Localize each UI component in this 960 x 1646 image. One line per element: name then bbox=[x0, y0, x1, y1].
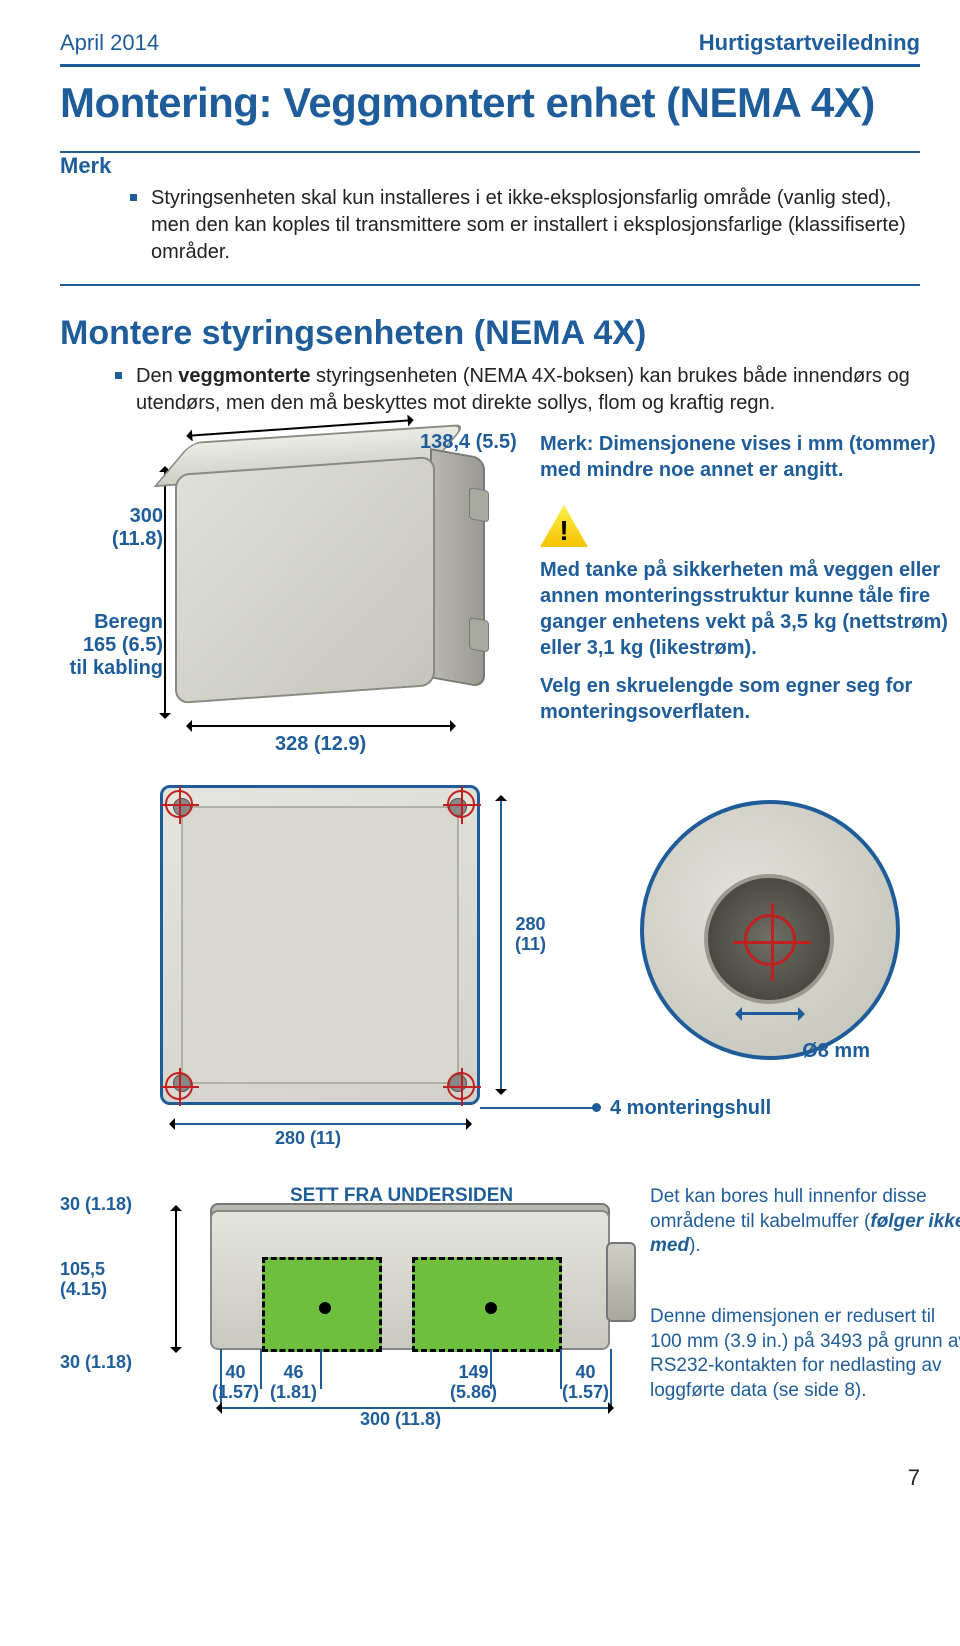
bottom-body bbox=[210, 1210, 610, 1350]
header-date: April 2014 bbox=[60, 30, 159, 56]
figure-isometric: 138,4 (5.5) Merk: Dimensjonene vises i m… bbox=[60, 435, 920, 765]
detail-view bbox=[640, 800, 900, 1060]
dim-note: Merk: Dimensjonene vises i mm (tommer) m… bbox=[540, 431, 960, 483]
dim-height: 300 (11.8) bbox=[58, 505, 163, 551]
section-heading: Montere styringsenheten (NEMA 4X) bbox=[60, 314, 920, 353]
warning-text-2: Velg en skruelengde som egner seg for mo… bbox=[540, 673, 960, 725]
back-panel bbox=[160, 785, 480, 1105]
dim-300: 300 (11.8) bbox=[360, 1410, 441, 1430]
dim-cable-allow: Beregn 165 (6.5) til kabling bbox=[58, 611, 163, 680]
dim-arrow-left bbox=[175, 1209, 177, 1349]
dim-width: 328 (12.9) bbox=[275, 733, 366, 756]
dim-arrow-height bbox=[164, 470, 166, 715]
rule-top bbox=[60, 64, 920, 67]
mount-hole bbox=[165, 1072, 193, 1100]
page-title: Montering: Veggmontert enhet (NEMA 4X) bbox=[60, 79, 920, 127]
dim-40-2: 40 (1.57) bbox=[562, 1363, 609, 1403]
section2-text: Den veggmonterte styringsenheten (NEMA 4… bbox=[136, 363, 920, 417]
figure-back-panel: 280 (11) 280 (11) 4 monteringshull Ø8 mm bbox=[60, 785, 920, 1155]
dim-arrow-h2 bbox=[500, 799, 502, 1091]
dim-arrow-dia bbox=[739, 1012, 801, 1015]
mount-hole bbox=[447, 790, 475, 818]
dim-depth: 138,4 (5.5) bbox=[420, 431, 517, 454]
dim-40-1: 40 (1.57) bbox=[212, 1363, 259, 1403]
merk-text: Styringsenheten skal kun installeres i e… bbox=[151, 185, 920, 266]
dim-280-h: 280 (11) bbox=[275, 1129, 341, 1149]
bullet-icon bbox=[115, 372, 122, 379]
dim-105: 105,5 (4.15) bbox=[60, 1260, 107, 1300]
figure-bottom-view: 30 (1.18) 105,5 (4.15) 30 (1.18) SETT FR… bbox=[60, 1185, 920, 1435]
bullet-icon bbox=[130, 194, 137, 201]
merk-label: Merk bbox=[60, 153, 920, 179]
warning-icon: ! bbox=[540, 505, 588, 547]
knockout-zone-2 bbox=[412, 1257, 562, 1352]
dim-30-bot: 30 (1.18) bbox=[60, 1353, 132, 1373]
note-drill: Det kan bores hull innenfor disse område… bbox=[650, 1185, 960, 1259]
knockout-zone-1 bbox=[262, 1257, 382, 1352]
page-number: 7 bbox=[60, 1465, 920, 1491]
hole-dia: Ø8 mm bbox=[802, 1040, 870, 1063]
detail-crosshair bbox=[744, 914, 796, 966]
dim-arrow-w2 bbox=[173, 1123, 468, 1125]
leader-holes bbox=[480, 1107, 600, 1109]
header-doctype: Hurtigstartveiledning bbox=[699, 30, 920, 56]
dim-30-top: 30 (1.18) bbox=[60, 1195, 132, 1215]
enclosure-iso bbox=[175, 435, 475, 715]
dim-46: 46 (1.81) bbox=[270, 1363, 317, 1403]
mount-hole bbox=[165, 790, 193, 818]
note-reduced: Denne dimensjonen er redusert til 100 mm… bbox=[650, 1305, 960, 1404]
holes-label: 4 monteringshull bbox=[610, 1097, 771, 1120]
warning-text-1: Med tanke på sikkerheten må veggen eller… bbox=[540, 557, 960, 661]
dim-arrow-width bbox=[190, 725, 452, 727]
bottom-hinge bbox=[606, 1242, 636, 1322]
rule-under-merk bbox=[60, 284, 920, 286]
dim-280-v: 280 (11) bbox=[515, 915, 546, 955]
bottom-title: SETT FRA UNDERSIDEN bbox=[290, 1185, 513, 1207]
dim-149: 149 (5.86) bbox=[450, 1363, 497, 1403]
mount-hole bbox=[447, 1072, 475, 1100]
dim-arrow-total bbox=[220, 1407, 610, 1409]
